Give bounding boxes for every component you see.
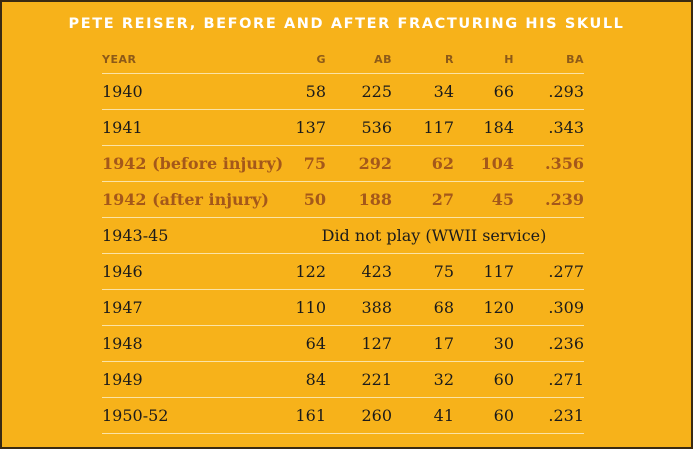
cell-h: 120 (454, 289, 514, 326)
cell-ba: .231 (514, 397, 584, 434)
stats-table: YEAR G AB R H BA 1940 58 225 34 66 .293 … (102, 46, 584, 434)
cell-ba: .271 (514, 361, 584, 398)
table-row-highlighted: 1942 (after injury) 50 188 27 45 .239 (102, 181, 584, 218)
cell-ab: 423 (326, 253, 392, 290)
cell-ba: .236 (514, 325, 584, 362)
cell-ab: 225 (326, 73, 392, 110)
cell-g: 64 (284, 325, 326, 362)
cell-ba: .356 (514, 145, 584, 182)
cell-r: 41 (392, 397, 454, 434)
column-header-ba: BA (514, 46, 584, 74)
cell-ab: 127 (326, 325, 392, 362)
cell-h: 66 (454, 73, 514, 110)
table-row: 1940 58 225 34 66 .293 (102, 73, 584, 110)
cell-ba: .293 (514, 73, 584, 110)
cell-h: 45 (454, 181, 514, 218)
cell-ab: 260 (326, 397, 392, 434)
cell-g: 137 (284, 109, 326, 146)
cell-h: 60 (454, 361, 514, 398)
cell-h: 104 (454, 145, 514, 182)
table-row: 1948 64 127 17 30 .236 (102, 325, 584, 362)
column-header-h: H (454, 46, 514, 74)
column-header-year: YEAR (102, 46, 284, 74)
cell-h: 30 (454, 325, 514, 362)
table-row: 1943-45 Did not play (WWII service) (102, 217, 584, 254)
cell-year: 1946 (102, 253, 284, 290)
cell-year: 1942 (before injury) (102, 145, 284, 182)
cell-ba: .309 (514, 289, 584, 326)
cell-ba: .239 (514, 181, 584, 218)
cell-h: 184 (454, 109, 514, 146)
cell-ab: 188 (326, 181, 392, 218)
header-row: YEAR G AB R H BA (102, 46, 584, 74)
cell-h: 117 (454, 253, 514, 290)
table-row: 1941 137 536 117 184 .343 (102, 109, 584, 146)
cell-year: 1949 (102, 361, 284, 398)
cell-r: 34 (392, 73, 454, 110)
cell-year: 1942 (after injury) (102, 181, 284, 218)
cell-year: 1943-45 (102, 217, 284, 254)
cell-g: 58 (284, 73, 326, 110)
cell-g: 122 (284, 253, 326, 290)
cell-g: 75 (284, 145, 326, 182)
cell-year: 1950-52 (102, 397, 284, 434)
cell-note: Did not play (WWII service) (284, 217, 584, 254)
table-row: 1950-52 161 260 41 60 .231 (102, 397, 584, 434)
cell-year: 1941 (102, 109, 284, 146)
cell-ab: 221 (326, 361, 392, 398)
cell-year: 1947 (102, 289, 284, 326)
table-row: 1947 110 388 68 120 .309 (102, 289, 584, 326)
table-row: 1949 84 221 32 60 .271 (102, 361, 584, 398)
cell-g: 50 (284, 181, 326, 218)
cell-r: 27 (392, 181, 454, 218)
cell-r: 62 (392, 145, 454, 182)
cell-h: 60 (454, 397, 514, 434)
cell-r: 68 (392, 289, 454, 326)
cell-r: 17 (392, 325, 454, 362)
cell-g: 110 (284, 289, 326, 326)
cell-ba: .343 (514, 109, 584, 146)
cell-g: 161 (284, 397, 326, 434)
cell-ab: 388 (326, 289, 392, 326)
cell-year: 1948 (102, 325, 284, 362)
table-row-highlighted: 1942 (before injury) 75 292 62 104 .356 (102, 145, 584, 182)
column-header-r: R (392, 46, 454, 74)
cell-g: 84 (284, 361, 326, 398)
column-header-g: G (284, 46, 326, 74)
cell-r: 117 (392, 109, 454, 146)
column-header-ab: AB (326, 46, 392, 74)
cell-ab: 536 (326, 109, 392, 146)
table-row: 1946 122 423 75 117 .277 (102, 253, 584, 290)
cell-ab: 292 (326, 145, 392, 182)
cell-ba: .277 (514, 253, 584, 290)
cell-r: 32 (392, 361, 454, 398)
cell-year: 1940 (102, 73, 284, 110)
table-title: PETE REISER, BEFORE AND AFTER FRACTURING… (68, 16, 625, 32)
cell-r: 75 (392, 253, 454, 290)
